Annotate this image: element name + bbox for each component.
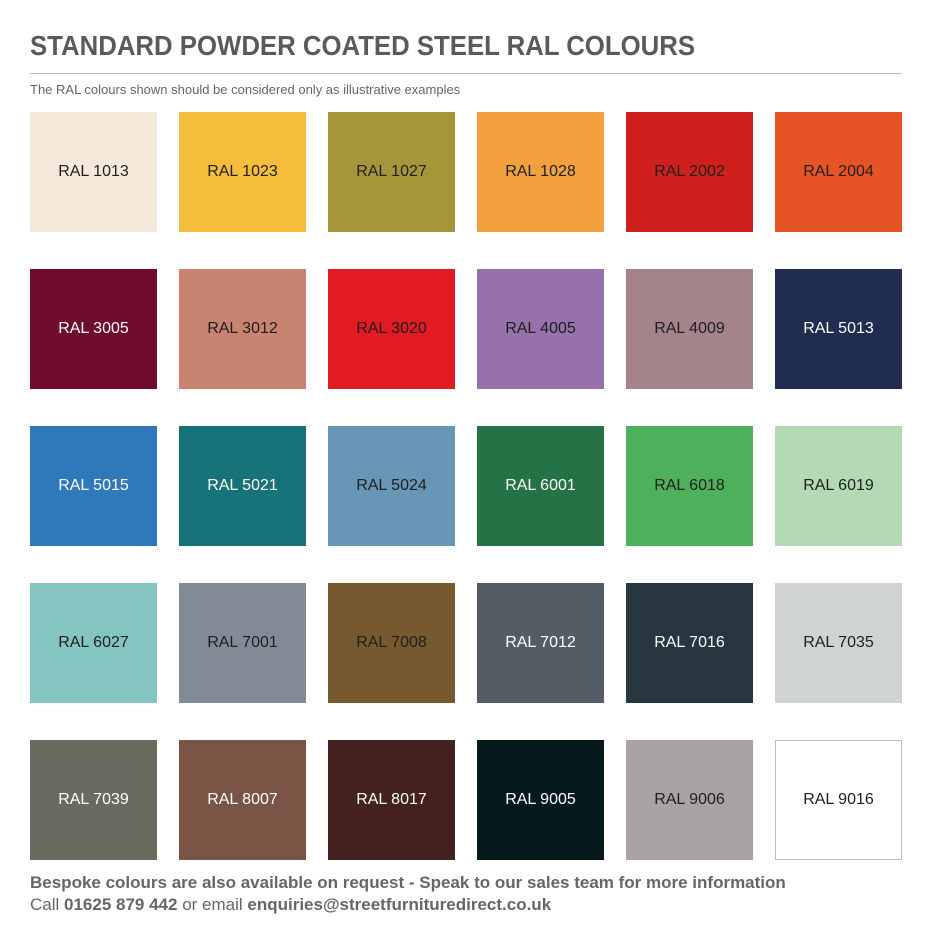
colour-swatch: RAL 7001 (179, 583, 306, 703)
colour-swatch: RAL 6018 (626, 426, 753, 546)
colour-swatch: RAL 7008 (328, 583, 455, 703)
swatch-label: RAL 5021 (207, 477, 278, 494)
swatch-label: RAL 7012 (505, 634, 576, 651)
swatch-label: RAL 7035 (803, 634, 874, 651)
colour-swatch: RAL 8007 (179, 740, 306, 860)
swatch-label: RAL 9016 (803, 791, 874, 808)
colour-swatch: RAL 1023 (179, 112, 306, 232)
swatch-label: RAL 4005 (505, 320, 576, 337)
colour-swatch: RAL 5013 (775, 269, 902, 389)
colour-swatch: RAL 8017 (328, 740, 455, 860)
swatch-label: RAL 5013 (803, 320, 874, 337)
swatch-label: RAL 2002 (654, 163, 725, 180)
swatch-label: RAL 8007 (207, 791, 278, 808)
page-title: STANDARD POWDER COATED STEEL RAL COLOURS (30, 30, 696, 61)
swatch-label: RAL 5024 (356, 477, 427, 494)
swatch-label: RAL 6019 (803, 477, 874, 494)
swatch-label: RAL 3005 (58, 320, 129, 337)
swatch-label: RAL 1028 (505, 163, 576, 180)
colour-swatch: RAL 6027 (30, 583, 157, 703)
colour-swatch-grid: RAL 1013 RAL 1023 RAL 1027 RAL 1028 RAL 2002… (30, 112, 904, 860)
colour-swatch: RAL 1013 (30, 112, 157, 232)
call-prefix: Call (30, 895, 65, 914)
colour-swatch: RAL 5021 (179, 426, 306, 546)
colour-swatch: RAL 7012 (477, 583, 604, 703)
swatch-label: RAL 3020 (356, 320, 427, 337)
colour-swatch: RAL 6019 (775, 426, 902, 546)
page-subtitle: The RAL colours shown should be consider… (30, 82, 461, 97)
colour-swatch: RAL 2004 (775, 112, 902, 232)
swatch-label: RAL 1027 (356, 163, 427, 180)
swatch-label: RAL 6018 (654, 477, 725, 494)
colour-swatch: RAL 7035 (775, 583, 902, 703)
colour-swatch: RAL 9005 (477, 740, 604, 860)
bespoke-note: Bespoke colours are also available on re… (30, 873, 786, 892)
colour-swatch: RAL 4005 (477, 269, 604, 389)
email-address: enquiries@streetfurnituredirect.co.uk (247, 895, 552, 914)
colour-swatch: RAL 6001 (477, 426, 604, 546)
colour-swatch: RAL 4009 (626, 269, 753, 389)
swatch-label: RAL 9006 (654, 791, 725, 808)
swatch-label: RAL 7001 (207, 634, 278, 651)
colour-swatch: RAL 5015 (30, 426, 157, 546)
swatch-label: RAL 6001 (505, 477, 576, 494)
swatch-label: RAL 7016 (654, 634, 725, 651)
email-prefix: or email (177, 895, 248, 914)
colour-swatch: RAL 7039 (30, 740, 157, 860)
colour-swatch: RAL 3020 (328, 269, 455, 389)
colour-swatch: RAL 5024 (328, 426, 455, 546)
colour-swatch: RAL 7016 (626, 583, 753, 703)
footer: Bespoke colours are also available on re… (30, 872, 786, 916)
colour-swatch: RAL 9016 (775, 740, 902, 860)
swatch-label: RAL 8017 (356, 791, 427, 808)
colour-swatch: RAL 1028 (477, 112, 604, 232)
colour-swatch: RAL 1027 (328, 112, 455, 232)
phone-number: 01625 879 442 (64, 895, 178, 914)
swatch-label: RAL 1013 (58, 163, 129, 180)
swatch-label: RAL 3012 (207, 320, 278, 337)
swatch-label: RAL 6027 (58, 634, 129, 651)
colour-swatch: RAL 9006 (626, 740, 753, 860)
swatch-label: RAL 7008 (356, 634, 427, 651)
swatch-label: RAL 2004 (803, 163, 874, 180)
swatch-label: RAL 4009 (654, 320, 725, 337)
colour-swatch: RAL 2002 (626, 112, 753, 232)
swatch-label: RAL 7039 (58, 791, 129, 808)
colour-swatch: RAL 3005 (30, 269, 157, 389)
colour-swatch: RAL 3012 (179, 269, 306, 389)
swatch-label: RAL 9005 (505, 791, 576, 808)
swatch-label: RAL 1023 (207, 163, 278, 180)
swatch-label: RAL 5015 (58, 477, 129, 494)
contact-line: Call 01625 879 442 or email enquiries@st… (30, 894, 786, 916)
title-divider (30, 73, 902, 74)
